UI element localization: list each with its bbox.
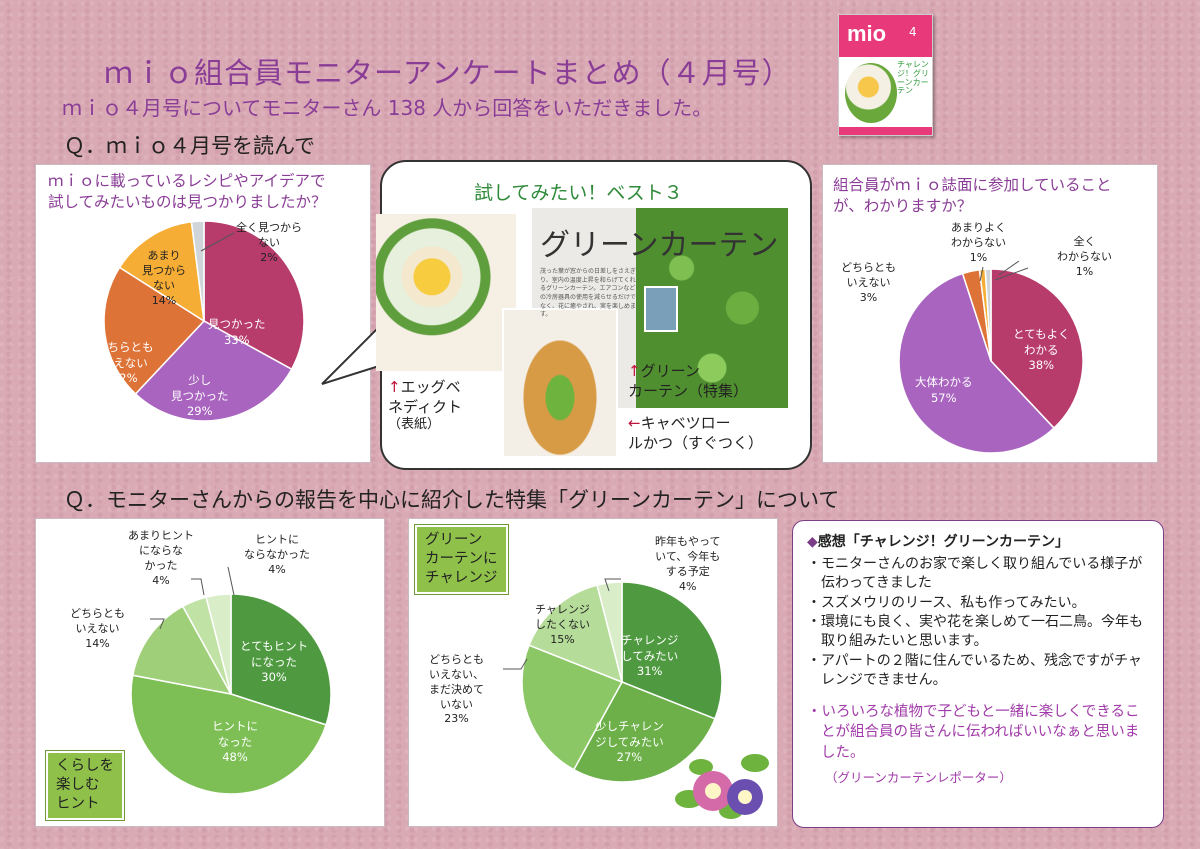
chart1-question: ｍｉｏに載っているレシピやアイデアで 試してみたいものは見つかりましたか？ [48,171,327,213]
chart4-label-s1: チャレンジ してみたい 31% [621,633,679,679]
chart4-label-s4: チャレンジ したくない 15% [535,603,590,646]
chart1-pie [103,220,305,422]
pie-slice-3 [103,266,206,395]
chart3-pie [130,566,332,795]
egg-benedict-photo [376,214,516,371]
chart4-label-s3: どちらとも いえない、 まだ決めて いない 23% [429,653,484,726]
arrow-up-icon: ↑ [388,378,401,396]
chart2-panel: 組合員がｍｉｏ誌面に参加していること が、わかりますか？ とてもよく わかる 38%… [822,164,1158,463]
chart2-question: 組合員がｍｉｏ誌面に参加していること が、わかりますか？ [833,175,1112,217]
arrow-left-icon: ← [628,414,641,432]
chart3-panel: とてもヒント になった 30% ヒントに なった 48% どちらとも いえない 14% あま… [35,518,385,827]
comment-item: ・アパートの２階に住んでいるため、残念ですがチャレンジできません。 [807,652,1142,688]
comments-heading: ◆感想「チャレンジ！グリーンカーテン」 [807,534,1069,550]
chart1-question-line2: 試してみたいものは見つかりましたか？ [48,192,327,211]
pie-slice-5 [984,268,992,362]
pie-slice-2 [134,320,293,422]
chart2-label-s4: あまりよく わからない 1% [951,221,1006,264]
diamond-icon: ◆ [807,534,818,550]
chart3-label-s5: ヒントに ならなかった 4% [244,533,310,576]
pie-slice-1 [621,581,723,720]
pie-slice-5 [190,220,205,322]
chart2-label-s2: 大体わかる 57% [915,375,973,405]
cabbage-roll-photo [502,308,618,458]
chart3-label-s2: ヒントに なった 48% [212,719,258,765]
chart3-label-s1: とてもヒント になった 30% [240,639,309,685]
chart2-label-s3: どちらとも いえない 3% [841,261,896,304]
pie-slice-3 [521,644,624,771]
chart3-label-s3: どちらとも いえない 14% [70,607,125,650]
chart2-question-line1: 組合員がｍｉｏ誌面に参加していること [833,176,1112,194]
pie-slice-5 [205,593,232,695]
chart1-question-line1: ｍｉｏに載っているレシピやアイデアで [48,172,326,190]
chart1-label-s5: 全く見つから ない 2% [236,221,302,264]
magazine-cover-image: mio 4 チャレンジ！グリーンカーテン [838,14,933,136]
pie-slice-2 [898,272,1056,454]
section1-heading: Ｑ．ｍｉｏ４月号を読んで [64,134,315,158]
pie-slice-4 [528,584,624,684]
article-text: 茂った葉が窓からの日差しをさえぎり、室内の温度上昇を和らげてくれるグリーンカーテ… [540,268,637,319]
pie-slice-1 [990,268,1084,430]
section2-heading: Ｑ．モニターさんからの報告を中心に紹介した特集「グリーンカーテン」について [64,488,840,512]
chart4-label-s5: 昨年もやって いて、今年も する予定 4% [655,535,721,593]
hint-badge: くらしを 楽しむ ヒント [45,750,125,821]
pie-slice-3 [131,605,233,696]
pie-slice-1 [230,593,332,726]
pie-slice-4 [118,220,205,323]
chart1-panel: ｍｉｏに載っているレシピやアイデアで 試してみたいものは見つかりましたか？ 見つ… [35,164,371,463]
comments-list: ・モニターさんのお家で楽しく取り組んでいる様子が伝わってきました ・スズメウリの… [807,555,1149,690]
best3-title: 試してみたい！ベスト３ [474,182,683,204]
best3-bubble: 試してみたい！ベスト３ グリーンカーテン 茂った葉が窓からの日差しをさえぎり、室… [376,160,812,470]
chart4-panel: グリーン カーテンに チャレンジ チャレンジ してみたい 31% 少しチャレン ジして… [408,518,778,827]
caption-cabbage-roll: ←キャベツロー ルかつ（すぐつく） [628,414,764,452]
pie-slice-2 [130,674,328,795]
chart1-label-s3: どちらとも いえない 22% [96,340,154,386]
magazine-logo: mio [847,21,887,46]
article-title: グリーンカーテン [540,228,779,263]
chart4-label-s2: 少しチャレン ジしてみたい 27% [595,719,664,765]
challenge-badge: グリーン カーテンに チャレンジ [414,524,509,595]
chart2-label-s1: とてもよく わかる 38% [1013,327,1070,373]
page-subtitle: ｍｉｏ４月号についてモニターさん 138 人から回答をいただきました。 [62,96,713,120]
magazine-issue: 4 [909,25,917,39]
magazine-cover-text: チャレンジ！グリーンカーテン [897,60,929,96]
chart2-label-s5: 全く わからない 1% [1057,235,1112,278]
morning-glory-illustration [675,754,769,819]
comment-item: ・スズメウリのリース、私も作ってみたい。 [807,594,1086,611]
chart2-pie [898,260,1084,454]
comment-item: ・モニターさんのお家で楽しく取り組んでいる様子が伝わってきました [807,556,1143,592]
chart2-question-line2: が、わかりますか？ [833,196,973,215]
chart1-label-s2: 少し 見つかった 29% [171,373,229,419]
chart1-label-s1: 見つかった 33% [208,317,266,347]
caption-egg-benedict: ↑エッグベ ネディクト （表紙） [388,378,462,432]
comment-reporter: （グリーンカーテンレポーター） [825,770,1012,786]
chart3-label-s4: あまりヒント にならな かった 4% [128,529,194,587]
arrow-up-icon: ↑ [628,362,641,380]
chart1-label-s4: あまり 見つから ない 14% [142,249,186,307]
caption-green-curtain: ↑グリーン カーテン（特集） [628,362,749,400]
pie-slice-5 [596,581,623,683]
chart4-pie [503,578,723,783]
comment-highlight: ・いろいろな植物で子どもと一緒に楽しくできることが組合員の皆さんに伝わればいいな… [807,704,1140,761]
page-title: ｍｉｏ組合員モニターアンケートまとめ（４月号） [104,56,792,90]
comments-panel: ◆感想「チャレンジ！グリーンカーテン」 ・モニターさんのお家で楽しく取り組んでい… [792,520,1164,828]
comment-item: ・環境にも良く、実や花を楽しめて一石二鳥。今年も取り組みたいと思います。 [807,613,1143,650]
pie-slice-1 [203,220,305,371]
